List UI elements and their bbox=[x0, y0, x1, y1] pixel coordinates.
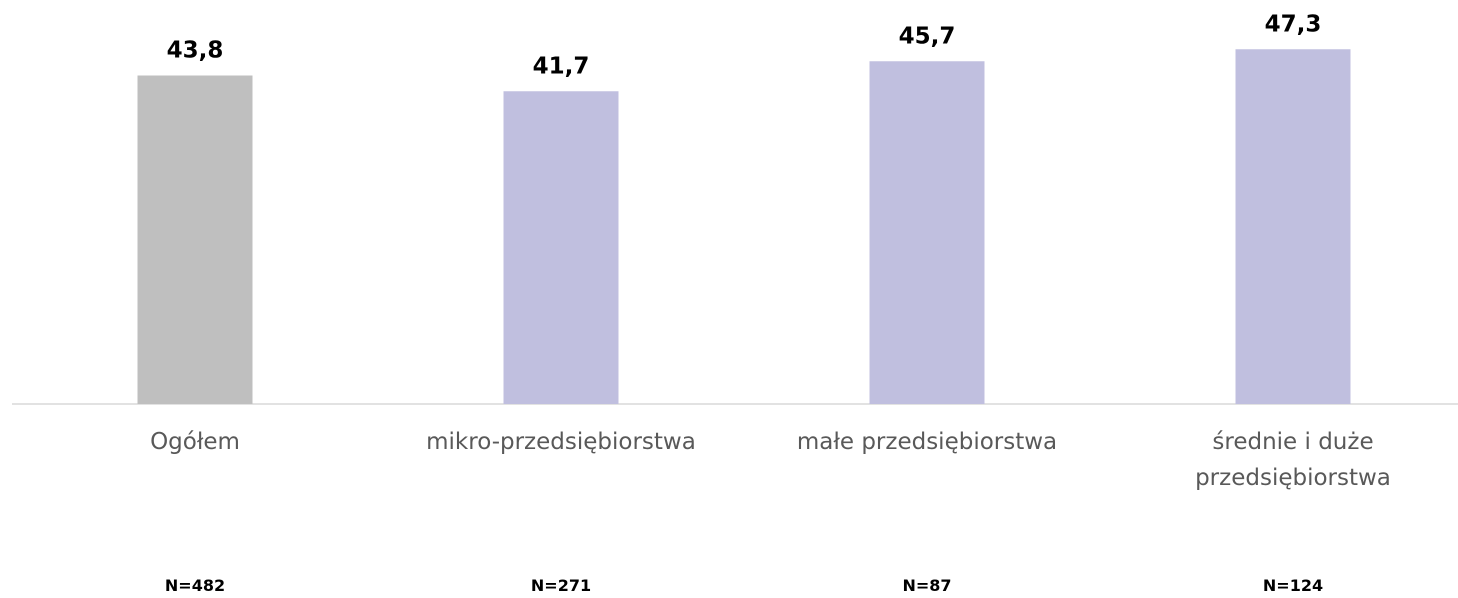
sample-size: N=482 bbox=[164, 576, 226, 595]
value-label: 45,7 bbox=[899, 23, 956, 49]
bar bbox=[503, 91, 619, 404]
value-label: 43,8 bbox=[167, 38, 224, 64]
bar bbox=[869, 61, 985, 404]
x-tick-label: Ogółem bbox=[150, 429, 240, 455]
x-tick-label: mikro-przedsiębiorstwa bbox=[426, 429, 696, 455]
bar bbox=[137, 75, 253, 404]
bar bbox=[1235, 49, 1351, 404]
sample-size: N=271 bbox=[530, 576, 592, 595]
value-label: 47,3 bbox=[1265, 11, 1322, 37]
value-label: 41,7 bbox=[533, 53, 590, 79]
sample-size: N=87 bbox=[902, 576, 952, 595]
sample-size: N=124 bbox=[1262, 576, 1324, 595]
x-tick-label: średnie i duże przedsiębiorstwa bbox=[1195, 429, 1391, 491]
x-tick-label: małe przedsiębiorstwa bbox=[796, 429, 1058, 455]
